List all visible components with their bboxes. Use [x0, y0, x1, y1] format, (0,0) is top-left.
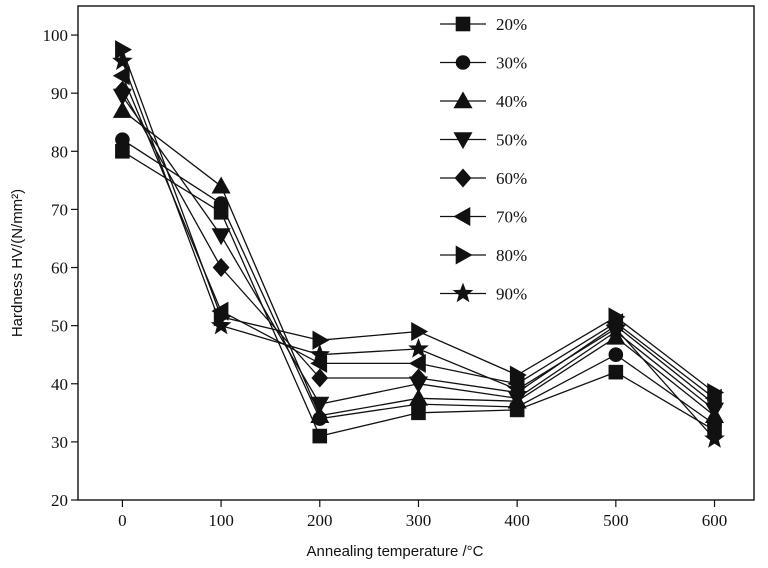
legend: 20% 30% 40% 50% 60% 70% 80% 90% — [440, 15, 527, 304]
legend-label: 40% — [496, 92, 527, 111]
y-tick-label: 80 — [51, 142, 68, 161]
data-point-80pct — [312, 330, 330, 350]
series-line-60pct — [121, 89, 715, 405]
x-axis-title: Annealing temperature /°C — [307, 543, 484, 560]
data-point-70pct — [408, 353, 426, 373]
data-point-30pct — [213, 196, 229, 211]
data-point-80pct — [509, 365, 527, 385]
data-point-50pct — [211, 228, 231, 246]
x-tick-label: 100 — [208, 511, 234, 530]
legend-label: 70% — [496, 208, 527, 227]
data-point-20pct — [312, 428, 328, 444]
legend-marker — [455, 55, 471, 70]
data-point-40pct — [408, 388, 429, 406]
x-tick-label: 400 — [504, 511, 530, 530]
data-point-40pct — [310, 406, 330, 424]
data-point-60pct — [113, 80, 131, 100]
legend-label: 60% — [496, 169, 527, 188]
y-tick-label: 40 — [51, 375, 68, 394]
axes — [77, 5, 755, 501]
data-point-80pct — [411, 321, 429, 342]
data-point-90pct — [408, 338, 429, 358]
legend-marker — [455, 245, 473, 265]
ticks: 0 100 200 300 400 500 600 20 30 40 50 60 70 80 90 100 — [43, 26, 728, 530]
x-tick-label: 0 — [118, 511, 127, 530]
legend-marker — [454, 168, 472, 188]
data-point-90pct — [704, 428, 725, 448]
legend-marker — [452, 282, 474, 303]
legend-marker — [453, 206, 471, 227]
x-tick-label: 600 — [702, 511, 728, 530]
y-tick-label: 30 — [51, 433, 68, 452]
legend-label: 90% — [496, 285, 527, 304]
y-tick-label: 20 — [51, 491, 68, 510]
data-point-30pct — [608, 347, 624, 363]
data-point-90pct — [309, 343, 331, 364]
legend-label: 30% — [496, 54, 527, 73]
data-point-60pct — [410, 368, 427, 388]
data-point-90pct — [210, 314, 232, 335]
y-tick-label: 60 — [51, 259, 68, 278]
y-axis-title: Hardness HV/(N/mm²) — [9, 189, 26, 337]
y-tick-label: 70 — [51, 200, 68, 219]
data-point-40pct — [211, 176, 231, 194]
legend-marker — [453, 132, 473, 150]
legend-label: 20% — [496, 15, 527, 34]
data-point-40pct — [112, 100, 132, 118]
data-point-90pct — [605, 317, 627, 338]
data-point-20pct — [608, 364, 624, 380]
y-tick-label: 50 — [51, 317, 68, 336]
data-point-90pct — [506, 378, 528, 399]
legend-marker — [453, 91, 473, 109]
data-point-90pct — [112, 50, 133, 70]
data-point-80pct — [707, 382, 725, 403]
x-tick-label: 500 — [603, 511, 629, 530]
data-point-30pct — [115, 132, 130, 147]
x-tick-label: 300 — [406, 511, 432, 530]
legend-marker — [455, 16, 471, 32]
data-point-60pct — [212, 258, 230, 277]
data-point-60pct — [311, 368, 329, 388]
legend-label: 80% — [496, 246, 527, 265]
legend-label: 50% — [496, 131, 527, 150]
data-point-50pct — [310, 396, 330, 414]
data-point-70pct — [112, 66, 130, 86]
y-tick-label: 90 — [51, 84, 68, 103]
x-tick-label: 200 — [307, 511, 333, 530]
plot-frame — [77, 5, 755, 501]
y-tick-label: 100 — [43, 26, 69, 45]
series-markers — [112, 40, 725, 448]
